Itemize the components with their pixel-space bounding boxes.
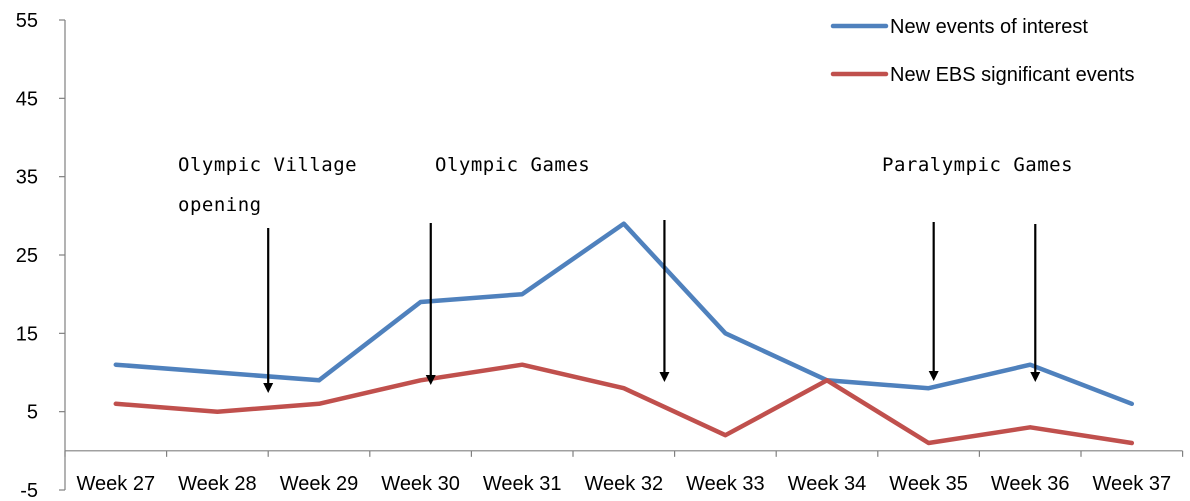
y-tick-label: 25	[16, 245, 38, 267]
series-line-1	[113, 221, 1135, 407]
axes: 55 45 35 25 15 5 -5 Week 27 Week 28 Week 29 Week 3…	[16, 10, 1184, 501]
annotations: Olympic Village opening Olympic Games Paral…	[178, 154, 1073, 393]
annotation-arrowhead	[928, 371, 939, 381]
annotation-label: Olympic Village	[178, 154, 357, 176]
y-tick-label: -5	[20, 480, 38, 501]
annotation-label: opening	[178, 194, 262, 216]
series-lines	[113, 221, 1135, 446]
annotation-label: Paralympic Games	[882, 154, 1073, 176]
legend: New events of interest New EBS significan…	[830, 16, 1135, 86]
x-tick-label: Week 27	[77, 473, 156, 495]
annotation-arrowhead	[1030, 372, 1041, 382]
y-tick-label: 35	[16, 167, 38, 189]
x-tick-label: Week 37	[1093, 473, 1172, 495]
x-tick-label: Week 29	[280, 473, 359, 495]
x-tick-label: Week 32	[585, 473, 664, 495]
x-tick-label: Week 30	[381, 473, 460, 495]
y-tick-label: 5	[27, 402, 38, 424]
y-tick-label: 15	[16, 323, 38, 345]
y-tick-label: 55	[16, 10, 38, 32]
x-tick-label: Week 28	[178, 473, 257, 495]
legend-label: New EBS significant events	[890, 64, 1135, 86]
annotation-label: Olympic Games	[435, 154, 590, 176]
annotation-arrowhead	[425, 375, 436, 385]
annotation-arrowhead	[659, 372, 670, 382]
legend-label: New events of interest	[890, 16, 1088, 38]
x-tick-label: Week 35	[889, 473, 968, 495]
y-tick-label: 45	[16, 88, 38, 110]
annotation-arrowhead	[263, 383, 274, 393]
x-tick-label: Week 34	[788, 473, 867, 495]
x-tick-label: Week 36	[991, 473, 1070, 495]
x-tick-label: Week 33	[686, 473, 765, 495]
x-tick-label: Week 31	[483, 473, 562, 495]
